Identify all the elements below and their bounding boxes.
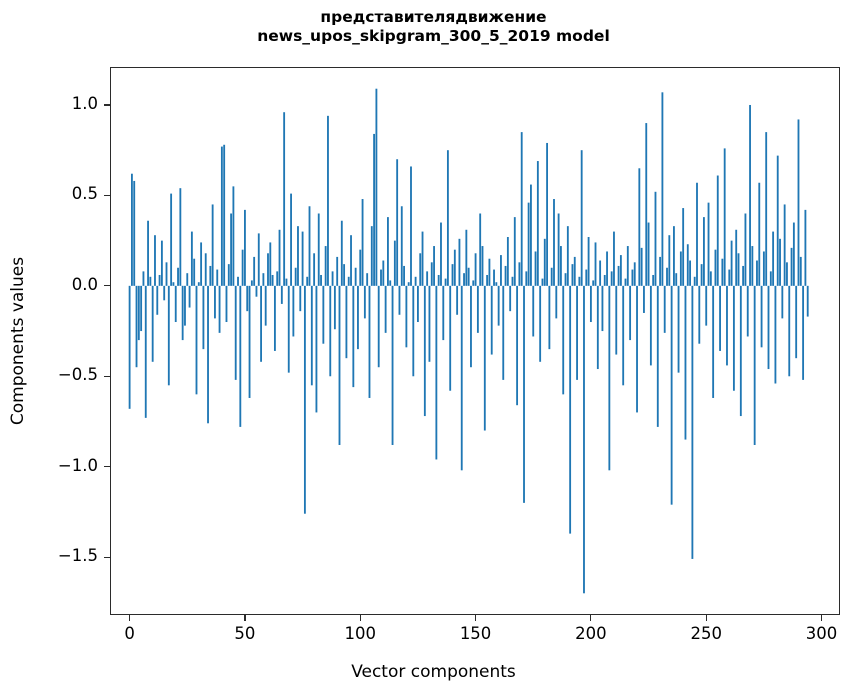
y-tick-label: −1.5 [57, 546, 98, 566]
y-tick-mark [104, 285, 110, 287]
y-axis-label: Components values [8, 256, 28, 426]
x-tick-mark [820, 615, 823, 621]
x-tick-label: 0 [124, 624, 135, 643]
x-tick-mark [359, 615, 361, 621]
x-tick-mark [129, 615, 131, 621]
chart-title-line2: news_upos_skipgram_300_5_2019 model [257, 27, 610, 45]
y-tick-label: 1.0 [71, 93, 98, 113]
x-tick-mark [705, 615, 707, 621]
x-axis-label: Vector components [351, 662, 516, 682]
y-tick-label: 0.0 [71, 274, 98, 294]
chart-title: представителядвижение news_upos_skipgram… [0, 8, 867, 46]
chart-title-line1: представителядвижение [320, 8, 547, 26]
y-tick-mark [104, 556, 110, 558]
y-tick-mark [104, 375, 110, 377]
x-tick-mark [244, 615, 246, 621]
y-tick-label: 0.5 [71, 184, 98, 204]
x-tick-mark [474, 615, 477, 621]
x-tick-label: 50 [234, 624, 256, 643]
x-tick-label: 300 [805, 624, 838, 643]
x-tick-label: 150 [459, 624, 492, 643]
y-tick-mark [104, 466, 110, 468]
x-tick-label: 100 [344, 624, 377, 643]
y-tick-mark [104, 194, 110, 196]
y-tick-label: −1.0 [57, 455, 98, 475]
bar-plot-canvas [111, 68, 839, 614]
x-tick-mark [590, 615, 592, 621]
y-tick-mark [104, 104, 110, 106]
y-tick-label: −0.5 [57, 365, 98, 385]
x-tick-label: 250 [690, 624, 722, 643]
x-tick-label: 200 [575, 624, 607, 643]
